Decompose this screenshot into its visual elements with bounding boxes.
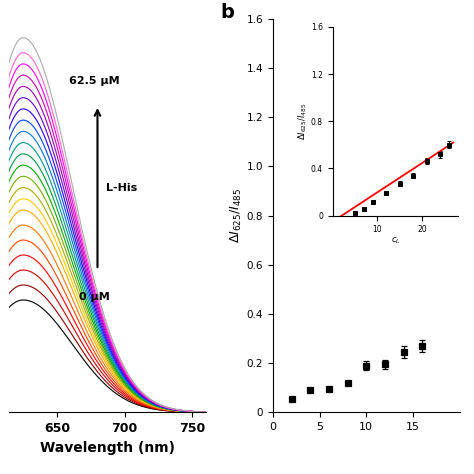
Text: 0 μM: 0 μM xyxy=(79,292,110,302)
X-axis label: Wavelength (nm): Wavelength (nm) xyxy=(40,441,175,455)
Y-axis label: $\Delta I_{625} / I_{485}$: $\Delta I_{625} / I_{485}$ xyxy=(228,188,244,243)
Text: b: b xyxy=(220,3,234,22)
Text: 62.5 μM: 62.5 μM xyxy=(70,76,120,86)
Text: L-His: L-His xyxy=(106,182,137,192)
